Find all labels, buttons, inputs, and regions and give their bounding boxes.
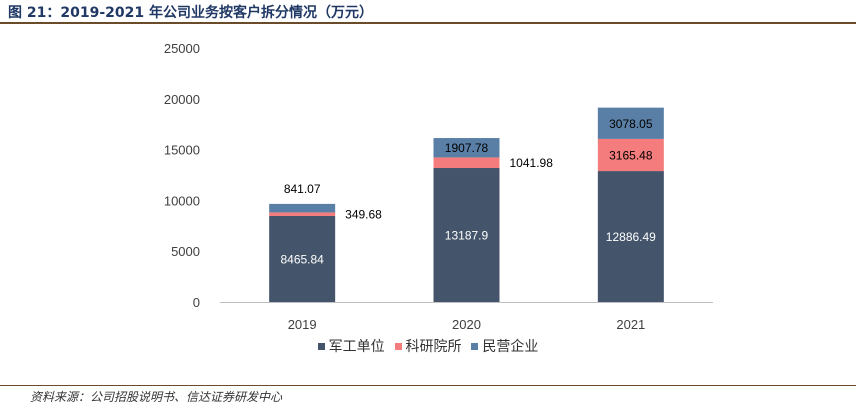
- legend-swatch-military: [317, 342, 325, 350]
- y-tick-label: 15000: [164, 143, 200, 158]
- bar-segment-2019-0: [269, 215, 336, 302]
- data-label-2020-0: 13187.9: [445, 229, 489, 243]
- data-label-2019-2: 841.07: [284, 182, 321, 196]
- bar-segment-2021-1: [597, 138, 664, 172]
- data-label-2019-1: 349.68: [345, 208, 382, 222]
- source-note: 资料来源：公司招股说明书、信达证券研发中心: [30, 390, 283, 404]
- y-tick-label: 20000: [164, 92, 200, 107]
- bar-segment-2020-1: [433, 157, 500, 169]
- data-label-2021-1: 3165.48: [609, 148, 653, 162]
- data-label-2020-1: 1041.98: [510, 156, 554, 170]
- legend-label-military: 军工单位: [328, 339, 385, 355]
- y-tick-label: 25000: [164, 41, 200, 56]
- y-tick-label: 0: [193, 295, 200, 310]
- x-tick-label: 2020: [452, 317, 481, 332]
- x-tick-label: 2019: [288, 317, 317, 332]
- bar-segment-2019-2: [269, 203, 336, 213]
- legend-swatch-research: [394, 342, 402, 350]
- y-tick-label: 5000: [171, 244, 200, 259]
- bar-segment-2021-2: [597, 107, 664, 139]
- legend-label-private: 民营企业: [482, 339, 539, 355]
- bar-segment-2020-2: [433, 138, 500, 158]
- bar-segment-2021-0: [597, 171, 664, 302]
- chart-title: 图 21：2019-2021 年公司业务按客户拆分情况（万元）: [8, 5, 373, 21]
- legend-swatch-private: [471, 342, 479, 350]
- legend-item-research: 科研院所: [394, 336, 462, 356]
- x-tick-label: 2021: [616, 317, 645, 332]
- legend-label-research: 科研院所: [405, 339, 462, 355]
- bar-segment-2020-0: [433, 168, 500, 302]
- bar-segment-2019-1: [269, 212, 336, 216]
- source-divider: [0, 385, 856, 386]
- data-label-2021-0: 12886.49: [606, 230, 656, 244]
- legend-item-military: 军工单位: [317, 336, 385, 356]
- legend: 军工单位 科研院所 民营企业: [0, 336, 856, 356]
- title-divider: [0, 22, 856, 24]
- data-label-2020-2: 1907.78: [445, 141, 489, 155]
- legend-item-private: 民营企业: [471, 336, 538, 356]
- data-label-2021-2: 3078.05: [609, 117, 653, 131]
- data-label-2019-0: 8465.84: [280, 252, 324, 266]
- y-tick-label: 10000: [164, 193, 200, 208]
